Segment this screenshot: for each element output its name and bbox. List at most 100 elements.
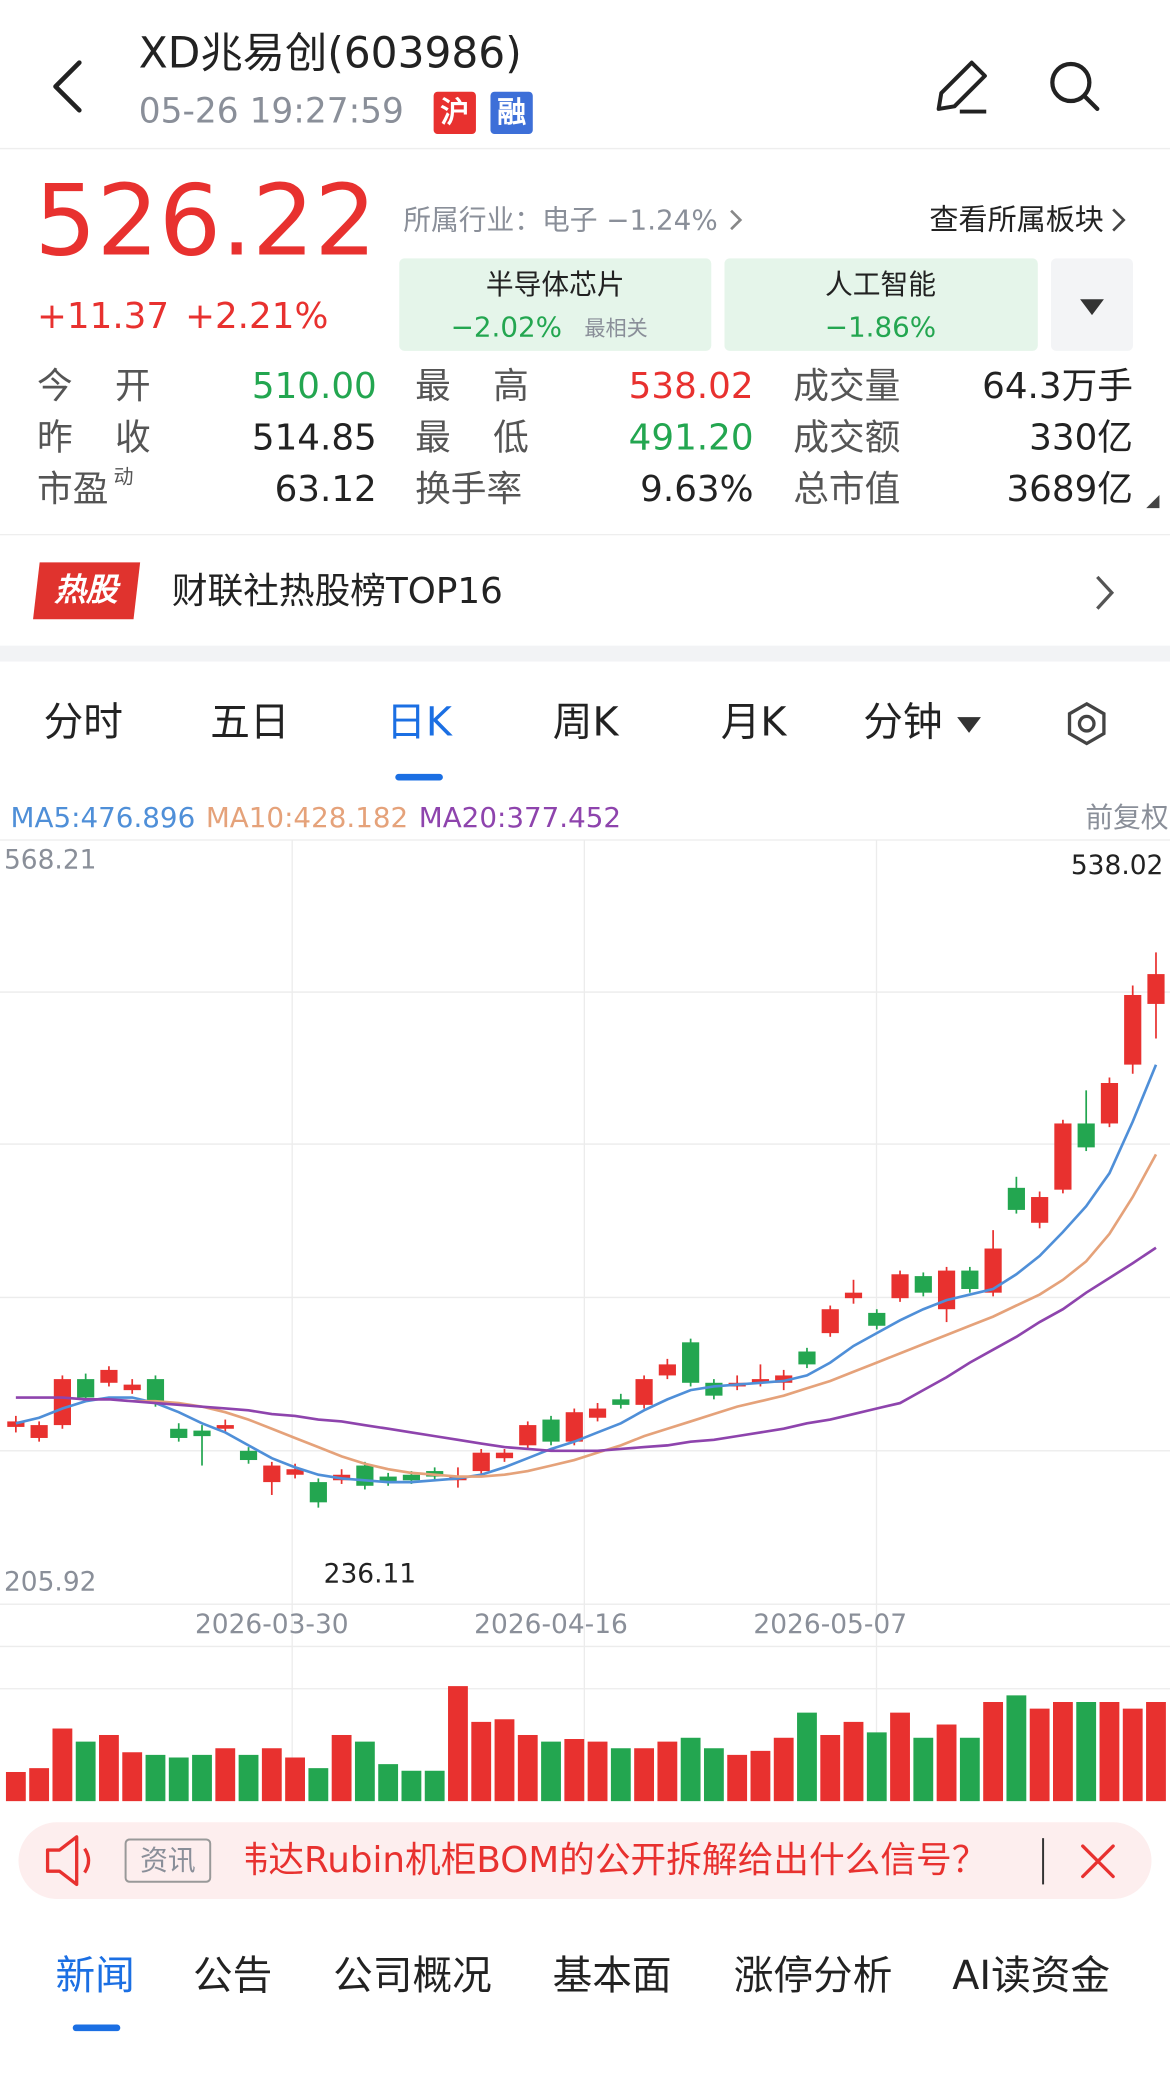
tab[interactable]: 月K <box>721 699 788 745</box>
volume-bar <box>354 1741 375 1802</box>
tab-indicator <box>395 773 443 781</box>
candle-body <box>379 1476 397 1483</box>
candle-body <box>542 1419 560 1442</box>
volume-bar <box>820 1734 841 1802</box>
low-annotation: 236.11 <box>324 1559 417 1590</box>
volume-bar <box>168 1757 189 1802</box>
hot-badge-bg <box>33 562 141 620</box>
industry[interactable]: 所属行业：电子 −1.24% <box>403 203 717 236</box>
volume-bar <box>99 1734 119 1802</box>
adjust-label[interactable]: 前复权 <box>1085 801 1168 834</box>
chevron <box>1112 208 1126 232</box>
tabs: 分时 五日 日K 周K 月K 分钟 <box>44 699 943 781</box>
volume-bar <box>797 1712 817 1802</box>
edit-button[interactable] <box>936 60 987 114</box>
volume-bar <box>680 1737 701 1802</box>
ticker-text[interactable]: 伟达Rubin机柜BOM的公开拆解给出什么信号？ <box>233 1840 988 1881</box>
volume-bar <box>122 1752 143 1802</box>
chevron <box>1096 575 1115 610</box>
tab[interactable]: 分时 <box>44 699 123 745</box>
stat-value: 491.20 <box>629 417 754 458</box>
volume-bar <box>308 1768 329 1802</box>
tab[interactable]: 公告 <box>193 1953 272 1999</box>
tab[interactable]: AI读资金 <box>952 1953 1110 1999</box>
back-button[interactable] <box>53 60 82 113</box>
tab[interactable]: 周K <box>553 699 620 745</box>
search-button[interactable] <box>1050 61 1100 112</box>
candle-body <box>472 1452 490 1472</box>
stat-label: 最低 <box>415 417 529 458</box>
ticker-bar[interactable] <box>18 1822 1152 1899</box>
ticker-tag-box <box>124 1838 212 1883</box>
candle-body <box>682 1342 700 1383</box>
candle-body <box>844 1292 863 1299</box>
stat-label: 换手率 <box>415 469 522 510</box>
candle-body <box>1147 974 1165 1004</box>
tab[interactable]: 分钟 <box>863 699 942 745</box>
volume-bar <box>471 1721 492 1802</box>
stat-value: 538.02 <box>629 366 754 407</box>
legend-entry: MA5:476.896 <box>11 801 196 834</box>
ticker-clip: 伟达Rubin机柜BOM的公开拆解给出什么信号？ <box>233 1840 988 1881</box>
stock-title: XD兆易创(603986) <box>139 29 522 78</box>
volume-bar <box>29 1768 50 1802</box>
volume-bar <box>890 1712 910 1802</box>
candle-body <box>402 1474 421 1481</box>
volume-bar <box>378 1764 399 1802</box>
candle-body <box>984 1248 1002 1293</box>
candle-body <box>146 1379 165 1404</box>
change: +11.37 <box>37 296 169 337</box>
candle-body <box>588 1408 607 1418</box>
sector-link[interactable]: 查看所属板块 <box>929 202 1103 236</box>
stat-value: 9.63% <box>640 469 753 510</box>
volume-bar <box>192 1754 212 1802</box>
stat-label: 总市值 <box>793 469 900 510</box>
candle-body <box>798 1351 816 1365</box>
stat-label: 最高 <box>415 366 529 407</box>
y-max-label: 568.21 <box>4 845 97 876</box>
hot-text[interactable]: 财联社热股榜TOP16 <box>172 571 503 612</box>
candle-body <box>1124 995 1142 1065</box>
volume-bar <box>773 1737 794 1802</box>
candle-body <box>170 1428 188 1438</box>
stat-label: 市盈 <box>37 469 108 510</box>
volume-bar <box>936 1724 957 1802</box>
sector-card[interactable] <box>724 258 1038 351</box>
volume-bar <box>285 1757 305 1802</box>
badge-bg <box>433 91 476 135</box>
candle-body <box>286 1469 304 1475</box>
volume-bar <box>1099 1701 1120 1802</box>
tab[interactable]: 新闻 <box>56 1953 135 1999</box>
candle-body <box>565 1412 583 1442</box>
sector-tag: 最相关 <box>584 316 647 341</box>
chevron <box>730 209 743 231</box>
settings-button[interactable] <box>1067 701 1106 746</box>
tab[interactable]: 涨停分析 <box>734 1953 893 1999</box>
candle-body <box>1031 1197 1049 1223</box>
stat-value: 514.85 <box>252 417 377 458</box>
volume-bar <box>750 1750 771 1802</box>
price: 526.22 <box>34 165 376 279</box>
candle-body <box>53 1379 71 1426</box>
candle-body <box>216 1425 234 1429</box>
tab[interactable]: 五日 <box>210 699 289 745</box>
stat-label: 昨收 <box>37 417 151 458</box>
volume-bar <box>1122 1708 1143 1802</box>
candle-body <box>100 1369 118 1383</box>
volume-bar <box>657 1741 678 1802</box>
volume-bar <box>424 1770 445 1802</box>
candle-body <box>612 1399 630 1405</box>
tab[interactable]: 公司概况 <box>333 1953 492 1999</box>
volume-bar <box>634 1748 655 1802</box>
close-button[interactable] <box>1081 1844 1115 1879</box>
sector-change: −1.86% <box>825 310 936 343</box>
candle-body <box>1100 1083 1119 1124</box>
volume-bar <box>1076 1701 1097 1802</box>
ticker-tag: 资讯 <box>140 1844 196 1877</box>
volume-bar <box>215 1748 236 1802</box>
tab[interactable]: 基本面 <box>553 1953 672 1999</box>
sector-card[interactable] <box>399 258 712 351</box>
tab[interactable]: 日K <box>386 699 453 745</box>
